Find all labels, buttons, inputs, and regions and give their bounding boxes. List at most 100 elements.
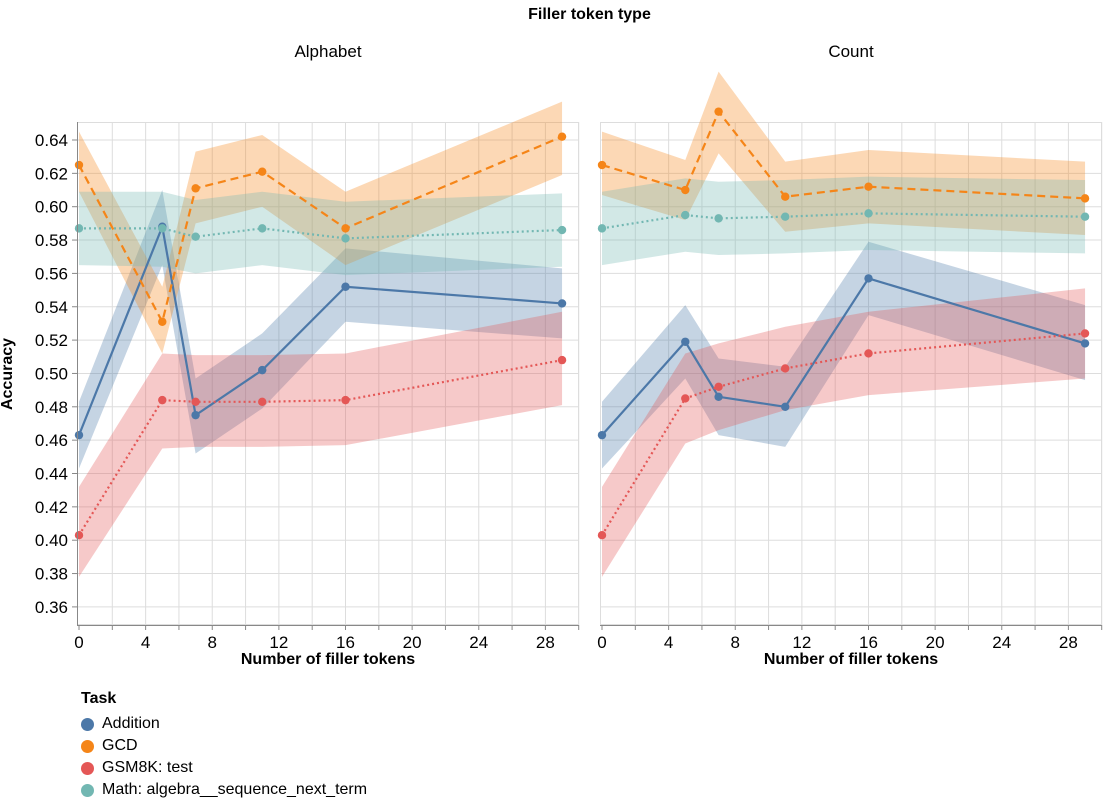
x-tick-label: 20 (926, 633, 945, 652)
y-tick-label: 0.36 (35, 598, 68, 617)
point-Math: algebra__sequence_next_term (597, 224, 607, 233)
point-Addition (191, 410, 200, 420)
x-axis: 0 4 8 12 16 20 24 28 (74, 625, 580, 652)
panel-border (600, 122, 1102, 625)
x-tick-label: 12 (269, 633, 288, 652)
point-GSM8K: test (191, 397, 200, 406)
band-Addition (602, 241, 1086, 469)
x-tick-label: 24 (992, 633, 1011, 652)
point-GSM8K: test (158, 395, 167, 405)
point-GSM8K: test (1080, 329, 1090, 338)
legend-item-gcd: GCD (81, 735, 367, 757)
point-GCD (1080, 194, 1090, 203)
line-GCD (78, 135, 563, 325)
point-Math: algebra__sequence_next_term (864, 209, 873, 218)
x-axis-title-alphabet: Number of filler tokens (240, 651, 416, 668)
point-Math: algebra__sequence_next_term (341, 234, 350, 243)
y-tick-label: 0.62 (35, 164, 68, 183)
point-Addition (714, 392, 723, 401)
point-Math: algebra__sequence_next_term (158, 224, 167, 233)
point-Math: algebra__sequence_next_term (714, 214, 723, 223)
legend-swatch-gsm8k-icon (81, 761, 94, 775)
legend-swatch-addition-icon (81, 717, 94, 731)
y-tick-label: 0.60 (35, 198, 68, 217)
x-tick-label: 16 (859, 633, 878, 652)
point-GSM8K: test (557, 355, 567, 365)
confidence-bands (79, 101, 563, 577)
line-GSM8K: test (601, 332, 1086, 536)
point-Addition (341, 282, 350, 291)
series-GCD (597, 107, 1090, 203)
confidence-bands (602, 71, 1086, 577)
band-GCD (79, 101, 563, 354)
point-Addition (597, 430, 607, 440)
line-Math: algebra__sequence_next_term (601, 212, 1086, 230)
point-Math: algebra__sequence_next_term (1080, 212, 1090, 221)
legend: Task Addition GCD GSM8K: test Math: alge… (81, 690, 367, 801)
line-Addition (77, 222, 563, 436)
point-GCD (681, 185, 690, 195)
x-tick-label: 8 (731, 633, 740, 652)
point-Addition (681, 337, 690, 346)
point-Math: algebra__sequence_next_term (258, 224, 267, 233)
point-GCD (191, 184, 200, 193)
band-GSM8K: test (79, 311, 563, 577)
y-tick-label: 0.38 (35, 565, 68, 584)
legend-swatch-gcd-icon (81, 739, 94, 753)
legend-label-gsm8k: GSM8K: test (102, 759, 193, 776)
y-tick-label: 0.42 (35, 498, 68, 517)
line-GSM8K: test (78, 359, 563, 536)
point-GCD (258, 167, 267, 176)
x-tick-label: 28 (536, 633, 555, 652)
x-tick-label: 24 (469, 633, 488, 652)
chart-title: Filler token type (528, 6, 651, 23)
point-GCD (341, 224, 350, 233)
point-GCD (864, 182, 873, 191)
point-GCD (557, 132, 567, 141)
x-tick-label: 20 (403, 633, 422, 652)
x-axis-title-count: Number of filler tokens (763, 651, 939, 668)
point-GCD (714, 107, 723, 116)
y-tick-label: 0.54 (35, 298, 68, 317)
x-tick-label: 16 (336, 633, 355, 652)
point-Math: algebra__sequence_next_term (781, 212, 790, 221)
line-Math: algebra__sequence_next_term (79, 227, 563, 240)
band-GSM8K: test (602, 288, 1086, 577)
point-Math: algebra__sequence_next_term (191, 232, 200, 241)
point-GCD (158, 317, 167, 326)
point-Math: algebra__sequence_next_term (681, 210, 690, 220)
band-Math: algebra__sequence_next_term (602, 176, 1086, 266)
series-Math: algebra__sequence_next_term (74, 224, 567, 243)
facet-header-alphabet: Alphabet (294, 42, 362, 61)
y-tick-label: 0.46 (35, 431, 68, 450)
point-Math: algebra__sequence_next_term (74, 224, 84, 233)
x-tick-label: 12 (792, 633, 811, 652)
point-GSM8K: test (74, 530, 84, 540)
y-axis: 0.36 0.38 0.40 0.42 0.44 0.46 0.48 0.50 0.52 0.54… (35, 122, 78, 625)
x-tick-label: 8 (208, 633, 217, 652)
point-GSM8K: test (258, 397, 267, 406)
line-Addition (601, 277, 1086, 436)
series-GCD (74, 132, 567, 326)
point-Addition (557, 299, 567, 308)
series-GSM8K: test (597, 329, 1090, 540)
y-tick-label: 0.48 (35, 398, 68, 417)
point-GSM8K: test (864, 349, 873, 358)
legend-label-addition: Addition (102, 715, 160, 732)
x-axis: 0 4 8 12 16 20 24 28 (597, 625, 1103, 652)
legend-item-math: Math: algebra__sequence_next_term (81, 779, 367, 801)
line-GCD (601, 109, 1086, 200)
y-tick-label: 0.50 (35, 364, 68, 383)
point-Addition (1080, 339, 1090, 348)
legend-title: Task (81, 690, 117, 707)
series-Math: algebra__sequence_next_term (597, 209, 1090, 233)
legend-swatch-math-icon (81, 783, 94, 797)
legend-item-addition: Addition (81, 713, 367, 735)
x-tick-label: 4 (664, 633, 673, 652)
panel-count: 0 4 8 12 16 20 24 28 (597, 71, 1103, 652)
band-GCD (602, 71, 1086, 236)
series-GSM8K: test (74, 355, 567, 540)
point-GCD (597, 160, 607, 170)
x-tick-label: 4 (141, 633, 150, 652)
